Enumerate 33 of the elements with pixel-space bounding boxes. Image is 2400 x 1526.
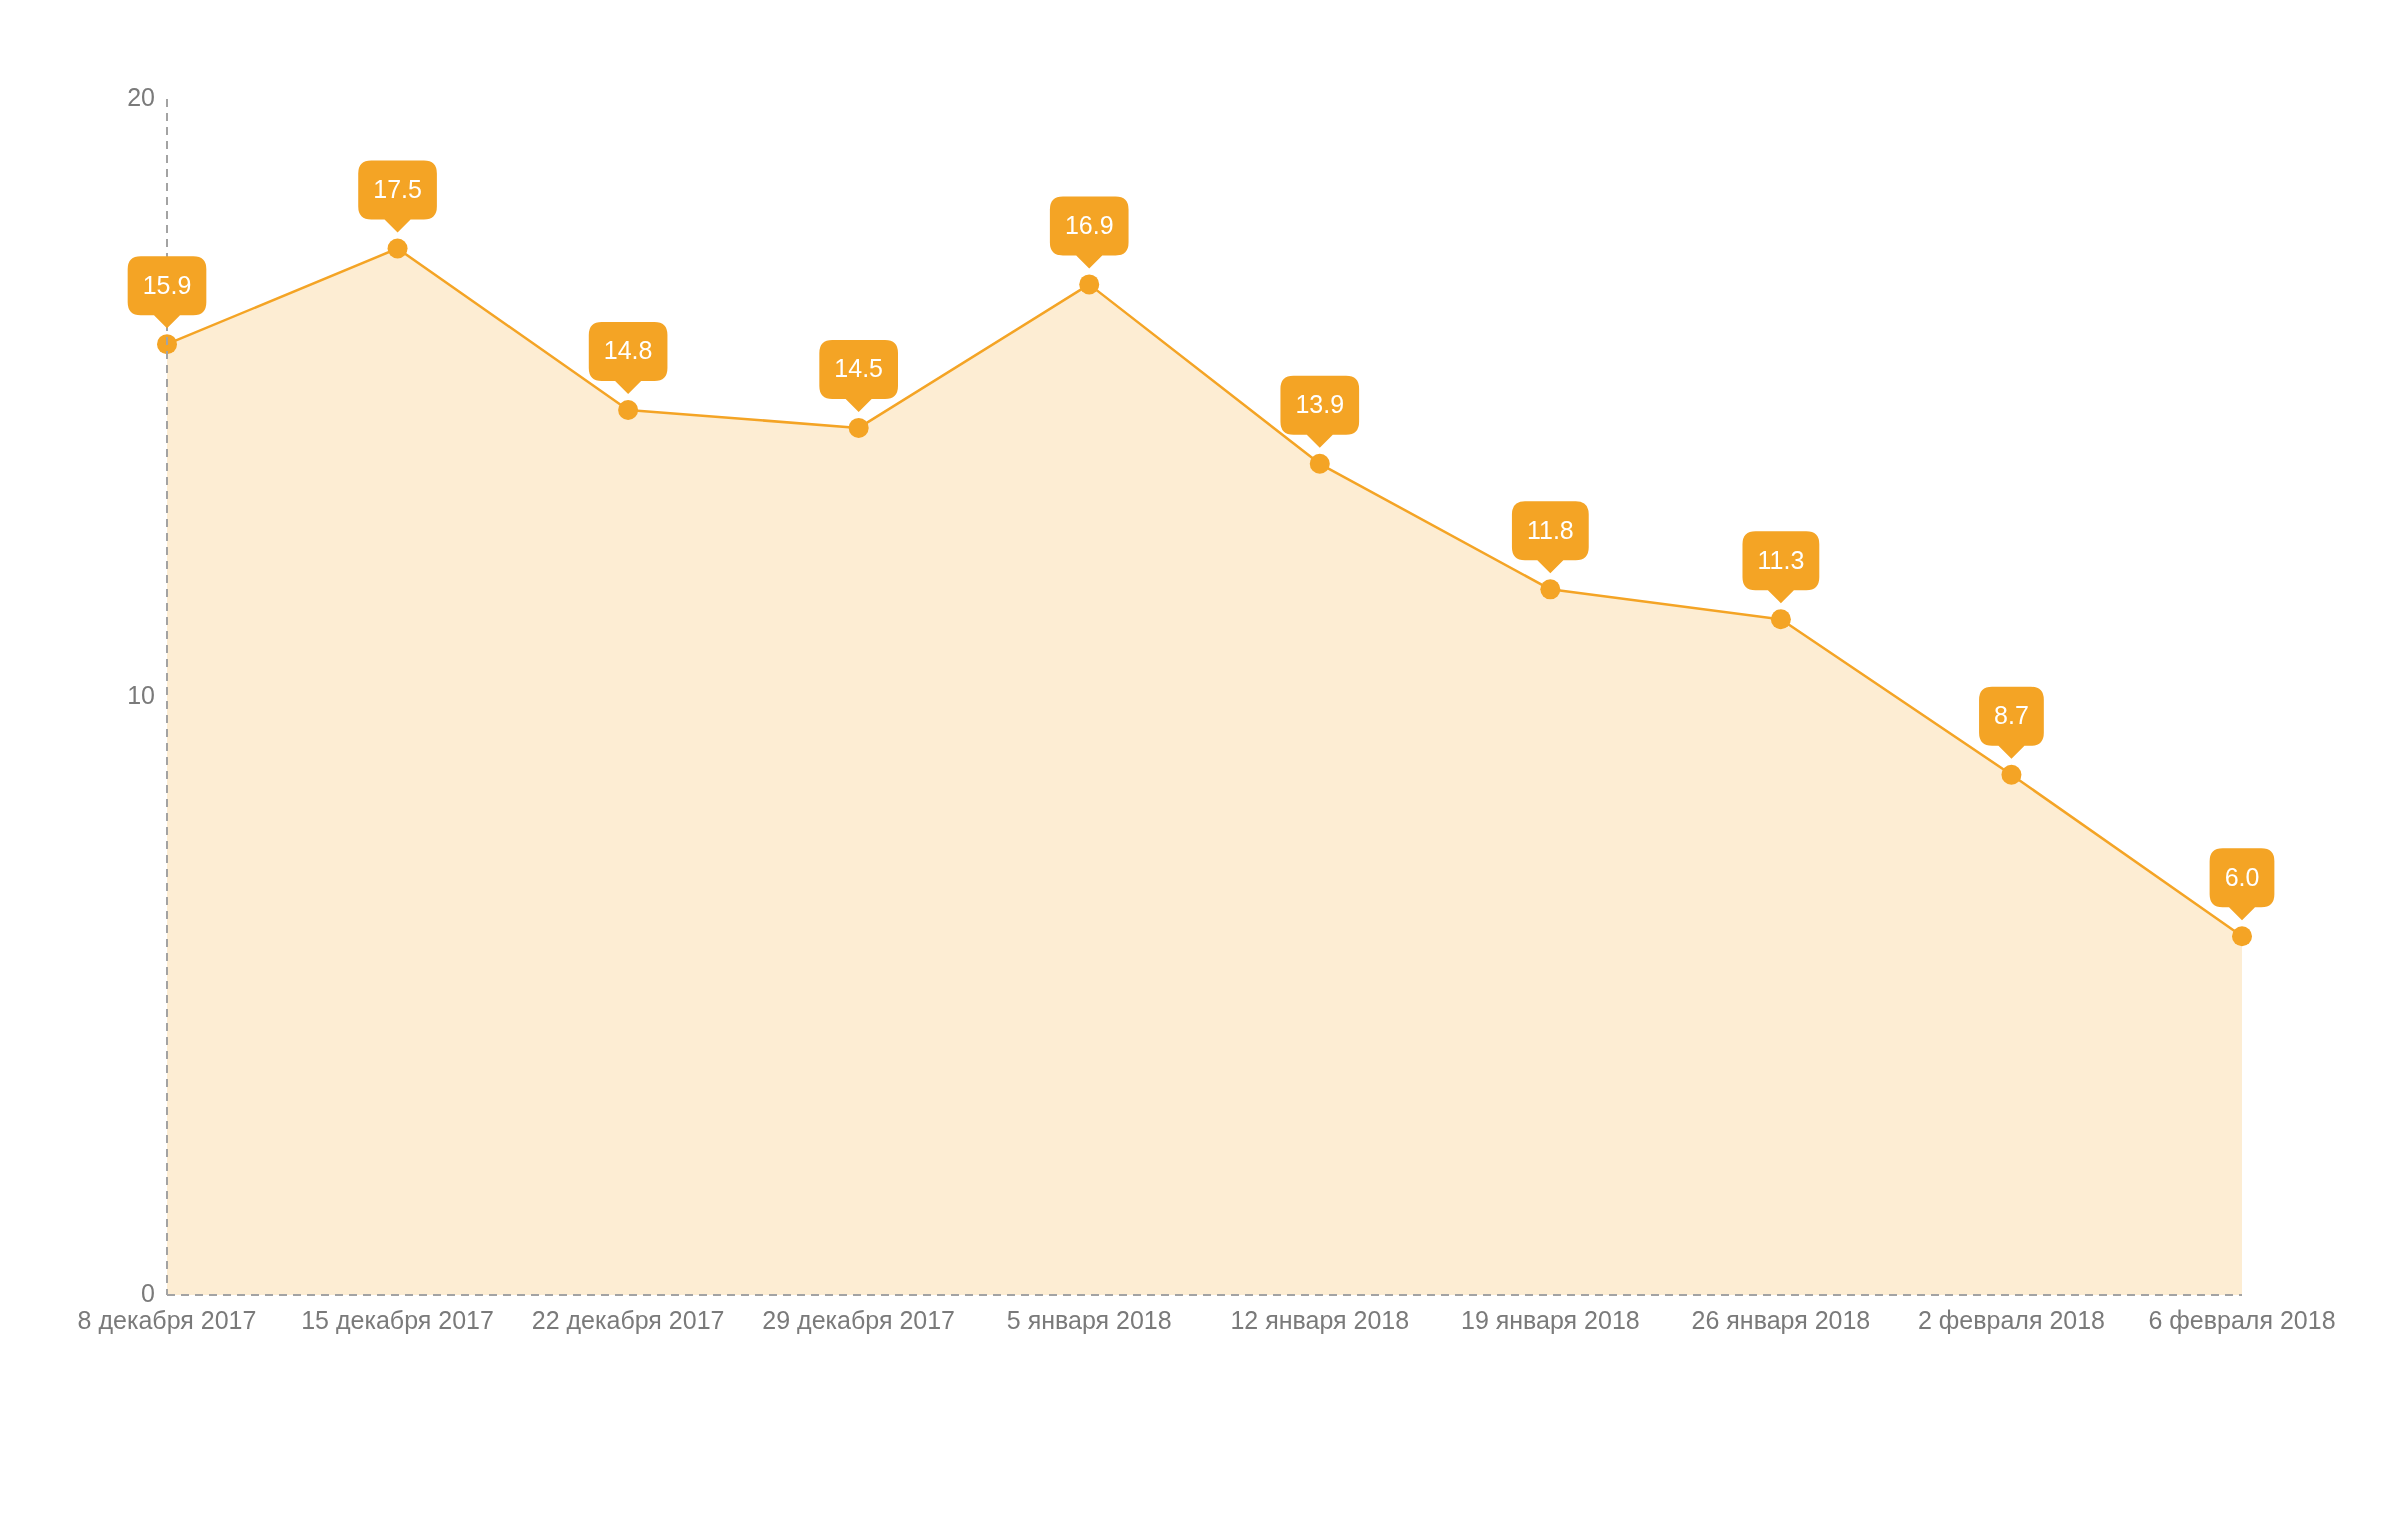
- data-label: 14.5: [834, 354, 883, 383]
- data-label: 8.7: [1994, 701, 2029, 730]
- point: [2232, 926, 2252, 947]
- data-label: 15.9: [142, 270, 192, 299]
- x-tick-label: 26 января 2018: [1691, 1305, 1871, 1334]
- point: [1309, 453, 1330, 474]
- point: [387, 238, 408, 259]
- x-tick-label: 6 февраля 2018: [2148, 1305, 2336, 1334]
- data-label: 17.5: [373, 174, 422, 203]
- point: [848, 417, 869, 438]
- data-label: 13.9: [1295, 390, 1345, 419]
- data-label: 11.3: [1757, 545, 1805, 574]
- point: [1540, 579, 1561, 600]
- y-tick-label: 0: [141, 1278, 155, 1307]
- y-tick-label: 20: [127, 82, 155, 111]
- y-tick-label: 10: [127, 680, 155, 709]
- point: [157, 334, 177, 355]
- data-label: 6.0: [2224, 862, 2260, 891]
- data-label: 16.9: [1064, 210, 1114, 239]
- data-label: 11.8: [1526, 515, 1574, 544]
- point: [2001, 764, 2022, 785]
- data-label: 14.8: [603, 336, 653, 365]
- point: [618, 399, 639, 420]
- x-tick-label: 8 декабря 2017: [77, 1305, 257, 1334]
- x-tick-label: 29 декабря 2017: [762, 1305, 956, 1334]
- x-tick-label: 2 февраля 2018: [1917, 1305, 2105, 1334]
- x-tick-label: 15 декабря 2017: [301, 1305, 494, 1334]
- point: [1770, 609, 1791, 630]
- x-tick-label: 19 января 2018: [1460, 1305, 1640, 1334]
- point: [1079, 274, 1100, 295]
- x-tick-label: 5 января 2018: [1006, 1305, 1172, 1334]
- x-tick-label: 22 декабря 2017: [531, 1305, 725, 1334]
- x-tick-label: 12 января 2018: [1230, 1305, 1410, 1334]
